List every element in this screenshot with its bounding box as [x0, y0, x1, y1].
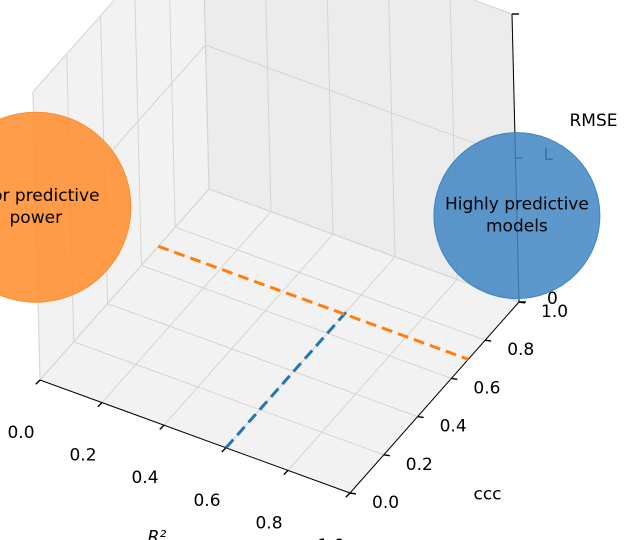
- z-gridline-left: [39, 188, 210, 381]
- z-gridline-back: [205, 44, 516, 159]
- bubble-label-line: models: [486, 217, 548, 237]
- y-tick-mark: [417, 415, 424, 419]
- y-tick-mark: [349, 492, 357, 495]
- y-axis-line: [349, 301, 520, 494]
- x-axis-line: [39, 379, 351, 494]
- x-tick-label: 0.6: [193, 491, 220, 511]
- z-tick-label: 0: [547, 289, 558, 309]
- z-gridline-left: [32, 0, 116, 93]
- y-tick-mark: [383, 454, 390, 457]
- reference-line-1: [157, 244, 469, 361]
- x-tick-mark: [283, 469, 289, 476]
- bubble-marker-1: [433, 132, 601, 300]
- x-axis-title: R²: [148, 528, 167, 540]
- x-tick-label: 0.4: [131, 468, 158, 488]
- x-gridline-floor: [163, 233, 334, 426]
- x-tick-label: 1.0: [317, 536, 344, 540]
- bubble-marker-0: [0, 111, 132, 303]
- y-gridline-floor: [141, 264, 452, 379]
- x-tick-mark: [159, 424, 165, 430]
- bubble-label-1: Highly predictive models: [445, 195, 589, 237]
- y-tick-label: 0.6: [473, 378, 500, 398]
- z-axis-title: RMSE: [570, 111, 618, 131]
- x-tick-mark: [35, 379, 41, 385]
- y-tick-label: 1.0: [541, 302, 568, 322]
- reference-lines: [157, 244, 469, 449]
- y-tick-label: 0.4: [440, 417, 467, 437]
- y-tick-label: 0.8: [507, 340, 534, 360]
- y-gridline-floor: [107, 303, 418, 418]
- x-tick-label: 0.8: [255, 513, 282, 533]
- y-tick-mark: [451, 377, 458, 380]
- bubble-label-line: Poor predictive: [0, 186, 100, 206]
- bubble-label-line: power: [10, 208, 63, 228]
- y-tick-label: 0.0: [372, 493, 399, 513]
- x-gridline-floor: [101, 211, 272, 403]
- x-tick-label: 0.2: [69, 446, 96, 466]
- x-gridline-floor: [287, 279, 458, 471]
- y-axis-title: ccc: [473, 485, 501, 505]
- y-tick-label: 0.2: [406, 455, 433, 475]
- z-gridline-back: [208, 188, 520, 303]
- x-tick-label: 0.0: [7, 423, 34, 443]
- y-gridline-floor: [73, 341, 384, 456]
- x-tick-mark: [345, 492, 351, 498]
- reference-line-0: [224, 309, 349, 449]
- y-tick-mark: [485, 339, 492, 342]
- bubble-label-line: Highly predictive: [445, 195, 589, 215]
- tick-labels: 0.00.20.40.60.81.00.00.20.40.60.81.00L: [7, 145, 568, 540]
- x-tick-mark: [97, 402, 103, 408]
- x-tick-mark: [221, 447, 227, 453]
- y-gridline-floor: [175, 226, 486, 341]
